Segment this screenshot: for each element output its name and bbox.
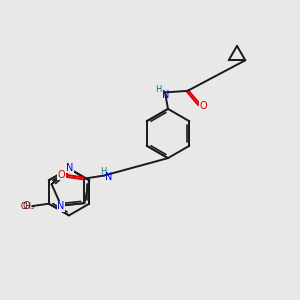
Text: CH₃: CH₃ bbox=[21, 202, 35, 211]
Text: N: N bbox=[66, 163, 73, 173]
Text: N: N bbox=[57, 201, 65, 211]
Text: H: H bbox=[155, 85, 162, 94]
Text: N: N bbox=[105, 172, 112, 182]
Text: O: O bbox=[22, 201, 30, 211]
Text: N: N bbox=[162, 90, 169, 100]
Text: O: O bbox=[58, 170, 65, 180]
Text: H: H bbox=[100, 167, 106, 176]
Text: O: O bbox=[200, 101, 207, 111]
